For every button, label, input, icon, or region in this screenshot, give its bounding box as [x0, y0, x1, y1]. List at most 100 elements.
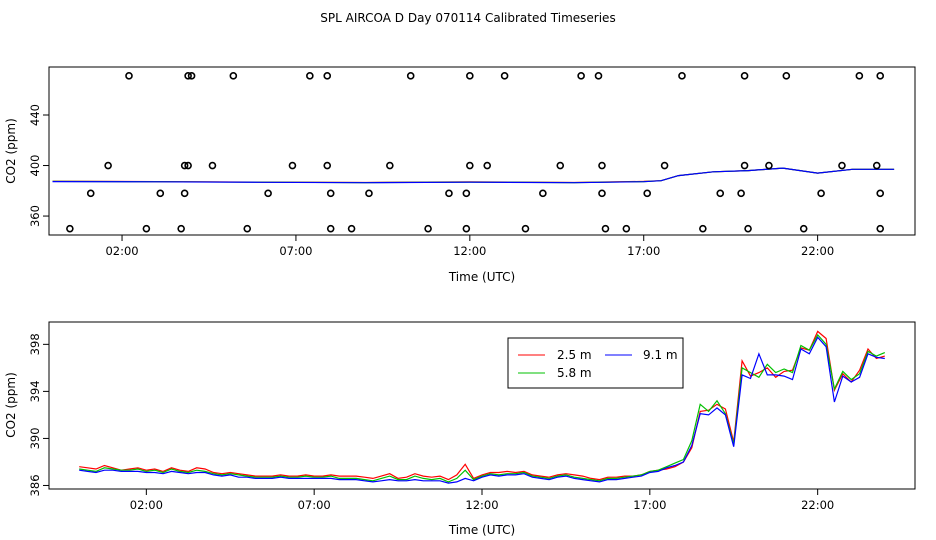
scatter-point: [288, 161, 297, 170]
scatter-point: [483, 161, 492, 170]
scatter-point: [817, 189, 825, 198]
y-tick-label: 398: [28, 333, 42, 355]
top-series-line-0: [52, 167, 895, 184]
x-tick-label: 12:00: [465, 498, 498, 512]
scatter-point: [86, 189, 95, 198]
scatter-point: [876, 189, 885, 198]
bottom-y-axis: 386 390 394 398: [28, 333, 49, 496]
scatter-point: [699, 224, 707, 233]
scatter-point: [208, 161, 217, 170]
scatter-point: [643, 189, 652, 198]
scatter-point: [598, 161, 606, 170]
scatter-point: [521, 224, 530, 233]
top-series-line-2: [52, 167, 895, 184]
series-line-5-8-m: [79, 333, 886, 483]
scatter-point: [326, 224, 335, 233]
scatter-point: [125, 72, 133, 80]
scatter-point: [184, 161, 192, 170]
scatter-point: [462, 189, 471, 198]
top-panel: 02:00 07:00 12:00 17:00 22:00 360 400 440 Time…: [4, 66, 916, 284]
top-y-axis: 360 400 440: [28, 104, 49, 227]
scatter-point: [744, 224, 752, 233]
scatter-point: [445, 189, 453, 198]
scatter-point: [872, 161, 881, 170]
top-scatter-points: [66, 72, 885, 233]
scatter-point: [782, 72, 791, 80]
scatter-point: [264, 189, 272, 198]
bottom-x-axis-label: Time (UTC): [448, 523, 515, 537]
y-tick-label: 360: [28, 205, 42, 227]
scatter-point: [180, 189, 189, 198]
top-series-lines: [52, 167, 895, 184]
scatter-point: [556, 161, 565, 170]
scatter-point: [855, 72, 864, 80]
scatter-point: [424, 224, 432, 233]
x-tick-label: 07:00: [298, 498, 331, 512]
scatter-point: [622, 224, 631, 233]
scatter-point: [737, 189, 745, 198]
legend-label-9-1m: 9.1 m: [643, 348, 678, 362]
series-line-9-1-m: [79, 336, 885, 484]
scatter-point: [594, 72, 603, 80]
scatter-point: [66, 224, 74, 233]
bottom-panel: 02:00 07:00 12:00 17:00 22:00 386 390 394 398 T…: [4, 321, 916, 537]
scatter-point: [716, 189, 725, 198]
y-tick-label: 394: [28, 380, 42, 402]
top-series-line-1: [52, 167, 895, 184]
series-line-2-5-m: [79, 330, 885, 481]
x-tick-label: 02:00: [130, 498, 163, 512]
scatter-point: [462, 224, 471, 233]
scatter-point: [799, 224, 808, 233]
legend-label-5-8m: 5.8 m: [557, 366, 592, 380]
scatter-point: [156, 189, 165, 198]
scatter-point: [500, 72, 509, 80]
scatter-point: [765, 161, 773, 170]
y-tick-label: 390: [28, 427, 42, 449]
x-tick-label: 22:00: [801, 498, 834, 512]
bottom-y-axis-label: CO2 (ppm): [4, 372, 18, 438]
scatter-point: [660, 161, 669, 170]
scatter-point: [876, 224, 885, 233]
figure-title: SPL AIRCOA D Day 070114 Calibrated Times…: [320, 11, 615, 25]
scatter-point: [323, 161, 332, 170]
legend-box: [507, 337, 684, 389]
scatter-point: [180, 161, 189, 170]
scatter-point: [306, 72, 314, 80]
top-plot-frame: [48, 66, 916, 236]
scatter-point: [678, 72, 686, 80]
bottom-plot-frame: [48, 321, 916, 490]
scatter-point: [876, 72, 885, 80]
top-y-axis-label: CO2 (ppm): [4, 118, 18, 184]
y-tick-label: 386: [28, 474, 42, 496]
scatter-point: [229, 72, 238, 80]
scatter-point: [187, 72, 196, 80]
scatter-point: [365, 189, 373, 198]
y-tick-label: 400: [28, 155, 42, 177]
x-tick-label: 17:00: [633, 498, 666, 512]
x-tick-label: 07:00: [279, 244, 312, 258]
scatter-point: [142, 224, 151, 233]
scatter-point: [838, 161, 846, 170]
bottom-x-axis: 02:00 07:00 12:00 17:00 22:00: [130, 489, 834, 512]
x-tick-label: 02:00: [105, 244, 138, 258]
scatter-point: [601, 224, 610, 233]
scatter-point: [539, 189, 547, 198]
legend-label-2-5m: 2.5 m: [557, 348, 592, 362]
scatter-point: [740, 72, 749, 80]
x-tick-label: 22:00: [801, 244, 834, 258]
scatter-point: [406, 72, 415, 80]
top-x-axis: 02:00 07:00 12:00 17:00 22:00: [105, 235, 834, 258]
scatter-point: [466, 161, 474, 170]
scatter-point: [243, 224, 252, 233]
legend: 2.5 m 5.8 m 9.1 m: [507, 337, 684, 389]
scatter-point: [326, 189, 335, 198]
x-tick-label: 12:00: [453, 244, 486, 258]
y-tick-label: 440: [28, 104, 42, 126]
bottom-series-lines: [79, 330, 886, 484]
scatter-point: [386, 161, 394, 170]
scatter-point: [466, 72, 474, 80]
x-tick-label: 17:00: [627, 244, 660, 258]
scatter-point: [323, 72, 332, 80]
scatter-point: [347, 224, 356, 233]
